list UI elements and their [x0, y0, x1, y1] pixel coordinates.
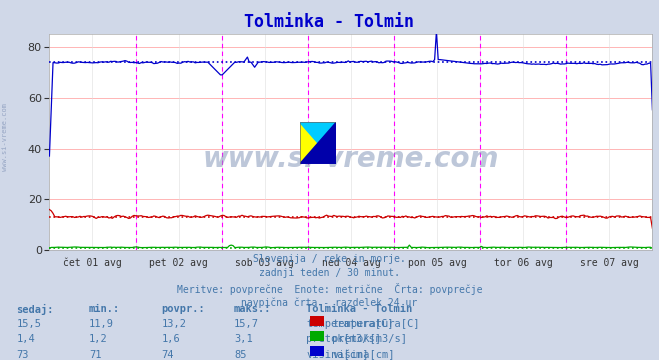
- Text: Tolminka - Tolmin: Tolminka - Tolmin: [306, 304, 413, 314]
- Text: 3,1: 3,1: [234, 334, 252, 345]
- Text: 13,2: 13,2: [161, 319, 186, 329]
- Text: sedaj:: sedaj:: [16, 304, 54, 315]
- Text: 85: 85: [234, 350, 246, 360]
- Text: višina[cm]: višina[cm]: [332, 350, 395, 360]
- Text: povpr.:: povpr.:: [161, 304, 205, 314]
- Text: 1,6: 1,6: [161, 334, 180, 345]
- Text: maks.:: maks.:: [234, 304, 272, 314]
- Polygon shape: [300, 122, 336, 164]
- Text: pretok[m3/s]: pretok[m3/s]: [306, 334, 382, 345]
- Text: 15,7: 15,7: [234, 319, 259, 329]
- Text: Tolminka - Tolmin: Tolminka - Tolmin: [244, 13, 415, 31]
- Text: zadnji teden / 30 minut.: zadnji teden / 30 minut.: [259, 268, 400, 278]
- Text: navpična črta - razdelek 24 ur: navpična črta - razdelek 24 ur: [241, 297, 418, 307]
- Polygon shape: [300, 122, 336, 164]
- Text: pretok[m3/s]: pretok[m3/s]: [332, 334, 407, 345]
- Text: min.:: min.:: [89, 304, 120, 314]
- Text: 15,5: 15,5: [16, 319, 42, 329]
- Text: višina[cm]: višina[cm]: [306, 350, 369, 360]
- Text: temperatura[C]: temperatura[C]: [306, 319, 394, 329]
- Text: Meritve: povprečne  Enote: metrične  Črta: povprečje: Meritve: povprečne Enote: metrične Črta:…: [177, 283, 482, 294]
- Text: 74: 74: [161, 350, 174, 360]
- Text: 71: 71: [89, 350, 101, 360]
- Text: 1,2: 1,2: [89, 334, 107, 345]
- Polygon shape: [300, 122, 336, 164]
- Text: 1,4: 1,4: [16, 334, 35, 345]
- Text: temperatura[C]: temperatura[C]: [332, 319, 420, 329]
- Text: 73: 73: [16, 350, 29, 360]
- Text: www.si-vreme.com: www.si-vreme.com: [203, 145, 499, 174]
- Text: www.si-vreme.com: www.si-vreme.com: [2, 103, 9, 171]
- Text: Slovenija / reke in morje.: Slovenija / reke in morje.: [253, 254, 406, 264]
- Text: 11,9: 11,9: [89, 319, 114, 329]
